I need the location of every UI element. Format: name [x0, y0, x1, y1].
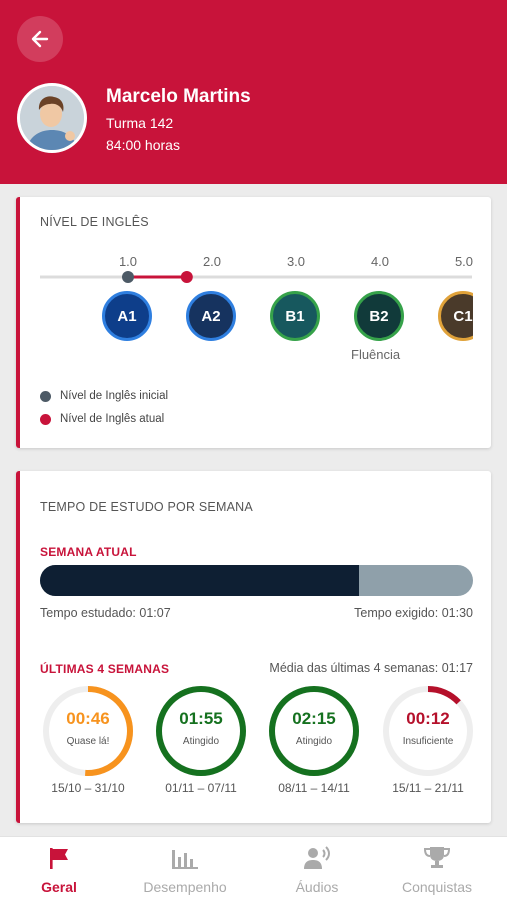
weekly-average: Média das últimas 4 semanas: 01:17: [269, 661, 473, 675]
level-circle-c1-clip: C1: [438, 291, 473, 341]
speaker-person-icon: [304, 846, 330, 869]
legend-current: Nível de Inglês atual: [60, 413, 165, 425]
ring-progress: [43, 686, 133, 776]
legend-dot-current: [40, 414, 51, 425]
ring-status: Quase lá!: [66, 736, 110, 747]
current-week-label: SEMANA ATUAL: [40, 545, 137, 559]
nav-label: Desempenho: [143, 879, 227, 895]
profile-header: Marcelo Martins Turma 142 84:00 horas: [0, 0, 507, 184]
user-name: Marcelo Martins: [106, 86, 251, 107]
card-title: TEMPO DE ESTUDO POR SEMANA: [40, 500, 253, 514]
ring-status: Atingido: [182, 736, 220, 747]
nav-item-conquistas[interactable]: Conquistas: [374, 837, 500, 900]
trophy-icon: [423, 847, 451, 868]
ring-progress: [156, 686, 246, 776]
legend-dot-initial: [40, 391, 51, 402]
week-range: 01/11 – 07/11: [165, 781, 237, 795]
flag-icon: [50, 848, 68, 869]
week-ring[interactable]: 01:55 Atingido: [153, 683, 249, 779]
weekly-progress-fill: [40, 565, 360, 596]
level-circle-a1[interactable]: A1: [102, 291, 152, 341]
scale-label: 3.0: [286, 254, 306, 269]
bar-chart-icon: [172, 850, 198, 869]
ring-time: 00:12: [406, 709, 450, 728]
arrow-left-icon: [31, 30, 49, 48]
ring-status: Insuficiente: [402, 736, 454, 747]
level-circle-c1[interactable]: C1: [438, 291, 473, 341]
study-time-card: TEMPO DE ESTUDO POR SEMANA SEMANA ATUAL …: [16, 471, 491, 823]
level-label: B1: [285, 307, 305, 325]
last-weeks-label: ÚLTIMAS 4 SEMANAS: [40, 662, 170, 676]
avatar[interactable]: [17, 83, 87, 153]
nav-item-audios[interactable]: Áudios: [254, 837, 380, 900]
legend-initial: Nível de Inglês inicial: [60, 390, 169, 402]
nav-label: Áudios: [295, 879, 339, 895]
user-class: Turma 142: [106, 115, 174, 131]
level-label: C1: [453, 307, 473, 325]
level-label: A1: [117, 307, 137, 325]
current-level-marker: [180, 271, 193, 283]
card-title: NÍVEL DE INGLÊS: [40, 215, 149, 229]
ring-progress: [383, 686, 473, 776]
back-button[interactable]: [17, 16, 63, 62]
ring-status: Atingido: [295, 736, 333, 747]
level-circle-b1[interactable]: B1: [270, 291, 320, 341]
user-photo-icon: [20, 86, 84, 150]
level-label: A2: [201, 307, 221, 325]
week-ring[interactable]: 02:15 Atingido: [266, 683, 362, 779]
ring-graphic: [156, 686, 246, 776]
ring-time: 02:15: [292, 709, 336, 728]
week-range: 15/11 – 21/11: [392, 781, 464, 795]
nav-item-geral[interactable]: Geral: [0, 837, 122, 900]
scale-label: 5.0: [454, 254, 474, 269]
fluency-label: Fluência: [351, 347, 401, 362]
ring-graphic: [43, 686, 133, 776]
ring-graphic: [383, 686, 473, 776]
english-level-card: NÍVEL DE INGLÊS 1.0 2.0 3.0 4.0 5.0 A1 A…: [16, 197, 491, 448]
required-time: Tempo exigido: 01:30: [354, 606, 473, 620]
week-range: 15/10 – 31/10: [51, 781, 125, 795]
weekly-progress-bar: [40, 565, 473, 596]
scale-label: 1.0: [118, 254, 138, 269]
nav-label: Conquistas: [401, 879, 473, 895]
week-ring[interactable]: 00:46 Quase lá!: [40, 683, 136, 779]
week-range: 08/11 – 14/11: [278, 781, 350, 795]
scale-label: 2.0: [202, 254, 222, 269]
ring-progress: [269, 686, 359, 776]
nav-item-desempenho[interactable]: Desempenho: [122, 837, 248, 900]
level-track: [40, 271, 472, 283]
nav-label: Geral: [41, 879, 77, 895]
week-ring[interactable]: 00:12 Insuficiente: [380, 683, 476, 779]
scale-label: 4.0: [370, 254, 390, 269]
user-hours: 84:00 horas: [106, 137, 180, 153]
level-circle-b2[interactable]: B2: [354, 291, 404, 341]
studied-time: Tempo estudado: 01:07: [40, 606, 171, 620]
initial-level-marker: [122, 271, 134, 283]
bottom-nav: Geral Desempenho Áudios Conquistas: [0, 836, 507, 900]
level-circle-a2[interactable]: A2: [186, 291, 236, 341]
ring-time: 01:55: [179, 709, 223, 728]
ring-time: 00:46: [66, 709, 110, 728]
level-label: B2: [369, 307, 389, 325]
ring-graphic: [269, 686, 359, 776]
